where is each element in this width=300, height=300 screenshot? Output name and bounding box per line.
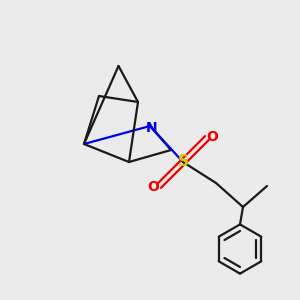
Text: S: S [178,154,188,169]
Text: O: O [206,130,218,144]
Text: O: O [148,180,160,194]
Text: N: N [146,121,157,134]
